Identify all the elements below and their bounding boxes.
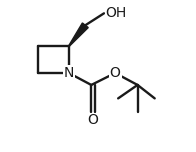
Polygon shape (69, 23, 88, 46)
Text: N: N (64, 66, 74, 80)
Text: OH: OH (105, 6, 127, 20)
Text: O: O (110, 66, 121, 80)
Text: O: O (87, 113, 98, 127)
